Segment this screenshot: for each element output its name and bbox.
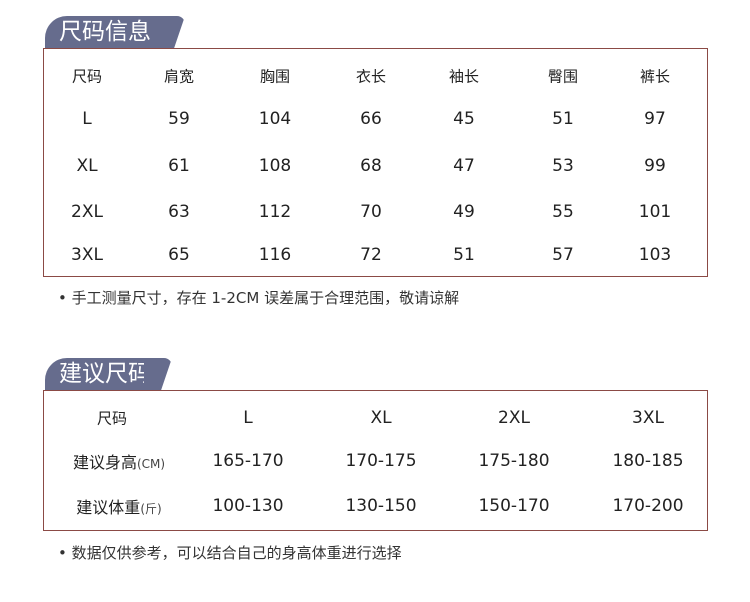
- column-header: 臀围: [547, 67, 579, 86]
- column-header: 裤长: [639, 67, 671, 86]
- measurement-cell: 101: [638, 202, 672, 222]
- range-cell: 170-200: [612, 496, 684, 516]
- measurement-cell: 53: [552, 156, 574, 176]
- range-cell: 130-150: [345, 496, 417, 516]
- range-cell: 180-185: [612, 451, 684, 471]
- size-header: 2XL: [498, 408, 530, 428]
- measurement-cell: 59: [168, 109, 190, 129]
- measurement-cell: 65: [168, 245, 190, 265]
- suggested-size-title: 建议尺码: [59, 361, 151, 387]
- suggested-size-note: • 数据仅供参考，可以结合自己的身高体重进行选择: [58, 544, 402, 562]
- row-label: 建议体重(斤): [76, 494, 161, 518]
- range-cell: 170-175: [345, 451, 417, 471]
- measurement-cell: 103: [638, 245, 672, 265]
- measurement-cell: 99: [644, 156, 666, 176]
- measurement-cell: 63: [168, 202, 190, 222]
- size-label: 3XL: [71, 245, 103, 265]
- measurement-cell: 47: [453, 156, 475, 176]
- measurement-cell: 51: [453, 245, 475, 265]
- column-header: 尺码: [71, 67, 103, 86]
- measurement-cell: 49: [453, 202, 475, 222]
- size-info-tab: 尺码信息: [45, 16, 171, 49]
- column-header: 袖长: [448, 67, 480, 86]
- size-info-table: 尺码 肩宽 胸围 衣长 袖长 臀围 裤长 L 59 104 66 45 51 97 XL 61 108 68 47 5…: [43, 48, 708, 277]
- range-cell: 165-170: [212, 451, 284, 471]
- measurement-cell: 55: [552, 202, 574, 222]
- range-cell: 150-170: [478, 496, 550, 516]
- row-unit: (CM): [136, 457, 166, 471]
- measurement-cell: 116: [258, 245, 292, 265]
- row-label: 建议身高(CM): [73, 449, 165, 473]
- suggested-size-table: 尺码 L XL 2XL 3XL 建议身高(CM) 165-170 170-175 175-180…: [43, 390, 708, 531]
- column-header: 尺码: [96, 409, 128, 428]
- row-label-text: 建议体重: [76, 498, 141, 517]
- measurement-cell: 61: [168, 156, 190, 176]
- range-cell: 175-180: [478, 451, 550, 471]
- column-header: 衣长: [355, 67, 387, 86]
- row-unit: (斤): [140, 502, 162, 516]
- size-header: XL: [370, 408, 392, 428]
- size-header: L: [243, 408, 253, 428]
- column-header: 肩宽: [163, 67, 195, 86]
- measurement-cell: 66: [360, 109, 382, 129]
- size-label: L: [82, 109, 92, 129]
- measurement-cell: 51: [552, 109, 574, 129]
- measurement-cell: 104: [258, 109, 292, 129]
- measurement-cell: 72: [360, 245, 382, 265]
- measurement-cell: 70: [360, 202, 382, 222]
- size-header: 3XL: [632, 408, 664, 428]
- measurement-cell: 97: [644, 109, 666, 129]
- measurement-cell: 68: [360, 156, 382, 176]
- measurement-cell: 112: [258, 202, 292, 222]
- size-info-note: • 手工测量尺寸，存在 1-2CM 误差属于合理范围，敬请谅解: [58, 289, 460, 307]
- range-cell: 100-130: [212, 496, 284, 516]
- size-info-title: 尺码信息: [59, 19, 151, 45]
- measurement-cell: 108: [258, 156, 292, 176]
- size-label: 2XL: [71, 202, 103, 222]
- size-label: XL: [76, 156, 98, 176]
- measurement-cell: 57: [552, 245, 574, 265]
- column-header: 胸围: [259, 67, 291, 86]
- row-label-text: 建议身高: [72, 453, 137, 472]
- suggested-size-tab: 建议尺码: [45, 358, 158, 391]
- measurement-cell: 45: [453, 109, 475, 129]
